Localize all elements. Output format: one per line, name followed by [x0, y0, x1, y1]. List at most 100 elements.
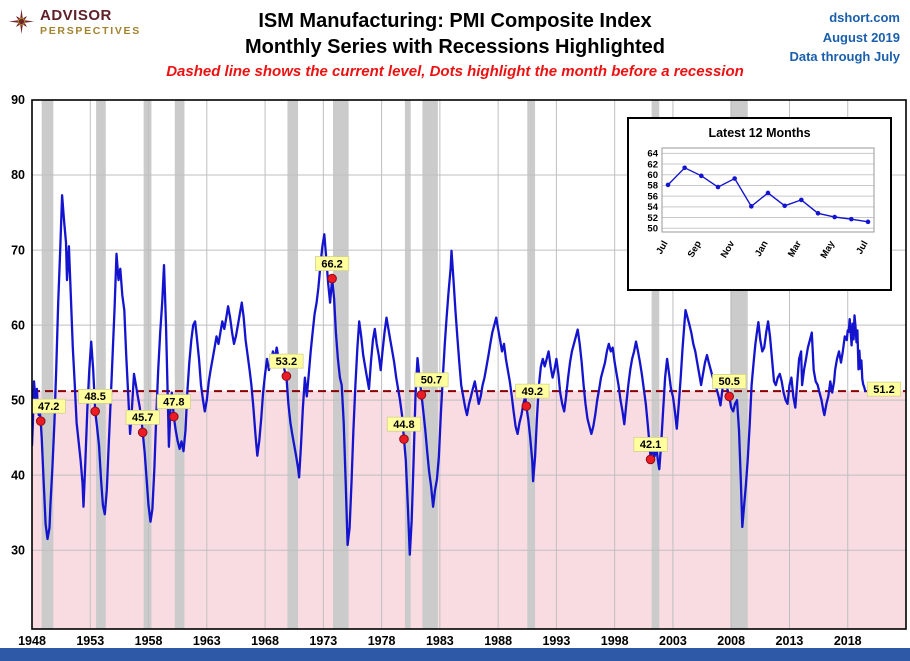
inset-data-marker — [815, 210, 821, 216]
value-label: 42.1 — [640, 439, 661, 451]
pre-recession-dot — [35, 416, 46, 426]
pre-recession-dot — [521, 401, 532, 411]
x-tick-label: 1998 — [601, 634, 629, 648]
footer-bar — [0, 648, 910, 661]
logo-perspectives-text: PERSPECTIVES — [40, 25, 141, 37]
x-tick-label: 2003 — [659, 634, 687, 648]
value-label-box — [156, 394, 191, 410]
source-date: August 2019 — [822, 29, 900, 45]
x-tick-label: 2018 — [834, 634, 862, 648]
y-tick-label: 90 — [11, 93, 25, 107]
inset-data-marker — [749, 204, 754, 209]
inset-y-tick-label: 50 — [647, 223, 658, 234]
y-tick-label: 70 — [11, 243, 25, 257]
pre-recession-dot — [724, 391, 735, 402]
value-label: 44.8 — [393, 419, 414, 431]
value-label-box — [386, 416, 422, 432]
recession-band — [651, 100, 660, 629]
x-tick-label: 2013 — [776, 634, 804, 648]
value-label: 49.2 — [522, 386, 543, 398]
x-tick-label: 1948 — [18, 634, 46, 648]
logo-advisor-text: ADVISOR — [40, 7, 112, 24]
x-tick-label: 1978 — [368, 634, 396, 648]
value-label-box — [269, 353, 304, 369]
pmi-chart: 47.2 48.5 45.7 47.8 53.2 66.2 44.8 50.7 49.2 42.1… — [11, 93, 907, 648]
value-label-box — [515, 383, 550, 399]
value-label-box — [414, 372, 449, 388]
inset-data-marker — [849, 216, 854, 222]
value-label: 51.2 — [873, 384, 894, 396]
x-tick-label: 1953 — [76, 634, 104, 648]
x-tick-label: 1973 — [309, 634, 337, 648]
pre-recession-dots: 47.2 48.5 45.7 47.8 53.2 66.2 44.8 50.7 49.2 42.1… — [31, 256, 747, 465]
y-tick-label: 60 — [11, 318, 25, 332]
inset-data-marker — [765, 190, 771, 196]
inset-y-tick-label: 56 — [647, 191, 658, 202]
recession-band — [422, 100, 438, 629]
y-axis-labels: 30 40 50 60 70 80 90 — [11, 93, 25, 557]
inset-y-tick-label: 60 — [647, 170, 658, 181]
inset-y-tick-label: 52 — [647, 213, 658, 224]
value-label-box — [78, 389, 113, 404]
value-label-box — [125, 410, 160, 425]
value-label: 47.8 — [163, 396, 184, 408]
value-label: 48.5 — [84, 391, 105, 403]
recession-band — [143, 100, 152, 629]
inset-title: Latest 12 Months — [708, 126, 810, 140]
chart-title-line2: Monthly Series with Recessions Highlight… — [244, 36, 666, 58]
value-label: 66.2 — [321, 258, 342, 270]
value-label: 45.7 — [132, 412, 153, 424]
x-tick-label: 1988 — [484, 634, 512, 648]
y-tick-label: 40 — [11, 468, 25, 482]
recession-band — [96, 100, 106, 629]
source-note: Data through July — [789, 49, 900, 64]
y-tick-label: 50 — [11, 393, 25, 407]
recession-band — [41, 100, 54, 629]
header: ADVISOR PERSPECTIVES ISM Manufacturing: … — [0, 0, 910, 92]
chart-titles: ISM Manufacturing: PMI Composite Index M… — [0, 0, 910, 80]
pmi-series-line — [32, 194, 867, 556]
recession-band — [333, 100, 349, 629]
value-label-box — [866, 381, 902, 397]
x-tick-label: 1958 — [135, 634, 163, 648]
x-tick-label: 1968 — [251, 634, 279, 648]
x-tick-label: 1963 — [193, 634, 221, 648]
inset-y-tick-label: 62 — [647, 159, 658, 170]
compass-rose-icon — [9, 9, 34, 34]
x-tick-label: 2008 — [717, 634, 745, 648]
recession-band — [174, 100, 185, 629]
value-label-box — [712, 374, 747, 389]
pre-recession-dot — [90, 406, 100, 417]
pre-recession-dot — [169, 411, 179, 422]
inset-data-marker — [715, 184, 721, 190]
inset-data-marker — [865, 219, 871, 225]
inset-y-tick-label: 58 — [647, 181, 658, 192]
value-label: 50.7 — [421, 375, 442, 387]
source-site-link[interactable]: dshort.com — [829, 10, 900, 25]
recession-bands — [41, 100, 748, 629]
inset-data-marker — [665, 182, 671, 188]
pre-recession-dot — [399, 434, 409, 444]
pre-recession-dot — [281, 371, 292, 381]
inset-data-marker — [832, 214, 837, 220]
inset-data-marker — [699, 173, 704, 179]
inset-gridlines — [662, 152, 874, 229]
below-current-level-shading — [32, 391, 906, 629]
advisor-perspectives-logo: ADVISOR PERSPECTIVES — [8, 8, 141, 37]
pre-recession-dot — [645, 454, 656, 465]
recession-band — [527, 100, 536, 629]
y-tick-label: 30 — [11, 543, 25, 557]
value-label-box — [314, 256, 350, 271]
inset-y-tick-label: 54 — [647, 202, 658, 213]
recession-band — [404, 100, 411, 629]
value-label-box — [633, 437, 668, 452]
y-tick-label: 80 — [11, 168, 25, 182]
pre-recession-dot — [137, 427, 148, 438]
pre-recession-dot — [327, 273, 337, 284]
x-tick-label: 1983 — [426, 634, 454, 648]
x-axis-labels: 1948 1953 1958 1963 1968 1973 1978 1983 1988 1993… — [18, 634, 862, 648]
inset-data-marker — [799, 197, 804, 203]
value-label: 53.2 — [276, 356, 297, 368]
pre-recession-dot — [416, 390, 427, 400]
